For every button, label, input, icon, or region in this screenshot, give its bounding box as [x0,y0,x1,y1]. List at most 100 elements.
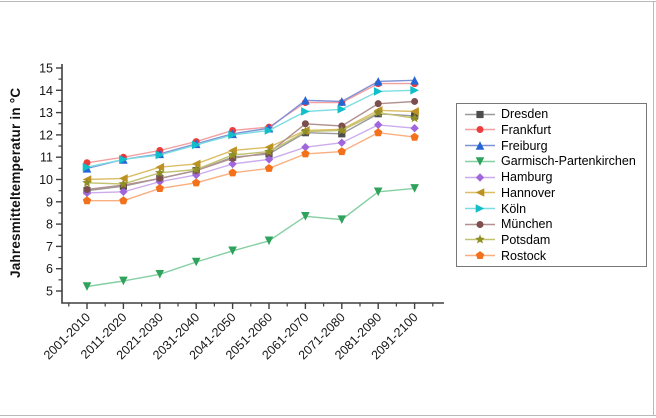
series-marker [476,110,484,118]
star-legend-marker-icon [465,234,495,245]
legend-item: Dresden [464,107,644,122]
series-marker [301,142,310,152]
series-marker [475,204,485,213]
series-line [86,82,415,164]
series-marker [410,86,419,95]
series-marker [475,141,485,150]
series-marker [411,97,419,105]
circle-legend-marker-icon [465,220,495,228]
series-marker [191,159,201,169]
y-tick-label: 15 [39,62,53,76]
series-marker [337,125,347,135]
series-marker [301,96,310,105]
y-tick-label: 6 [46,262,53,276]
series-marker [82,196,92,205]
legend-item: Potsdam [464,232,644,247]
legend-item: Hannover [464,185,644,200]
y-tick-label: 14 [39,84,53,98]
y-tick-label: 5 [46,285,53,299]
y-tick-label: 12 [39,128,53,142]
legend-label: Rostock [501,248,547,263]
series-marker [191,257,201,267]
series-marker [373,77,383,86]
legend-item: Freiburg [464,138,644,153]
triangle-left-legend-marker-icon [465,188,495,198]
series-dresden [83,110,419,195]
series-marker [83,186,91,194]
series-marker [476,126,484,134]
series-marker [82,177,92,187]
series-marker [228,159,237,169]
series-marker [410,132,419,141]
series-marker [374,128,383,137]
y-tick-label: 11 [40,151,53,165]
series-marker [264,236,274,246]
series-line [86,109,415,181]
series-marker [337,147,346,156]
legend-label: Köln [501,201,527,216]
legend-label: Frankfurt [501,122,552,137]
series-marker [119,276,128,286]
series-line [86,100,415,191]
y-tick-label: 10 [39,173,53,187]
series-line [87,131,415,202]
window-border-top [0,1,656,2]
series-line [86,111,415,185]
legend-item: Hamburg [464,170,644,185]
series-marker [155,269,165,279]
triangle-down-legend-marker-icon [465,157,495,166]
series-marker [410,107,419,116]
series-marker [191,140,201,150]
series-marker [410,75,419,85]
series-marker [475,234,485,245]
window-border-bottom [0,415,656,416]
series-marker [373,187,383,197]
series-m-nchen [83,97,419,194]
series-marker [119,174,128,183]
series-marker [300,126,311,136]
triangle-right-legend-marker-icon [465,204,495,213]
legend: Dresden Frankfurt Freiburg Garmisch-Partenk… [456,103,647,267]
series-marker [228,130,237,140]
series-rostock [82,128,419,205]
series-line [86,89,415,168]
y-tick-label: 9 [46,195,53,209]
axis-lines [61,64,444,304]
diamond-legend-marker-icon [465,172,495,182]
legend-label: Hamburg [501,170,553,185]
series-marker [475,157,485,166]
y-tick-label: 7 [46,240,53,254]
y-tick-label: 8 [46,218,53,232]
series-marker [301,107,310,116]
series-marker [192,178,201,187]
series-garmisch-partenkirchen [82,184,419,291]
series-marker [301,211,310,221]
series-marker [374,100,382,108]
legend-item: München [464,217,644,232]
series-marker [119,187,128,196]
pentagon-legend-marker-icon [465,251,495,260]
series-marker [156,174,164,182]
series-marker [373,87,383,96]
series-marker [475,251,485,260]
series-marker [264,163,274,172]
series-potsdam [82,107,420,189]
series-marker [264,126,274,135]
legend-item: Frankfurt [464,122,644,137]
triangle-up-legend-marker-icon [465,141,495,150]
series-marker [228,168,237,177]
series-marker [155,167,165,177]
series-marker [410,184,419,193]
series-marker [119,196,128,205]
series-marker [155,150,165,160]
legend-label: Garmisch-Partenkirchen [501,154,636,169]
y-tick-label: 13 [39,106,53,120]
series-marker [228,246,237,256]
series-marker [82,282,92,291]
series-marker [155,162,165,172]
legend-label: Hannover [501,185,556,200]
legend-label: München [501,217,553,232]
series-marker [264,146,274,156]
window-border-right [653,1,654,416]
series-marker [374,120,383,130]
